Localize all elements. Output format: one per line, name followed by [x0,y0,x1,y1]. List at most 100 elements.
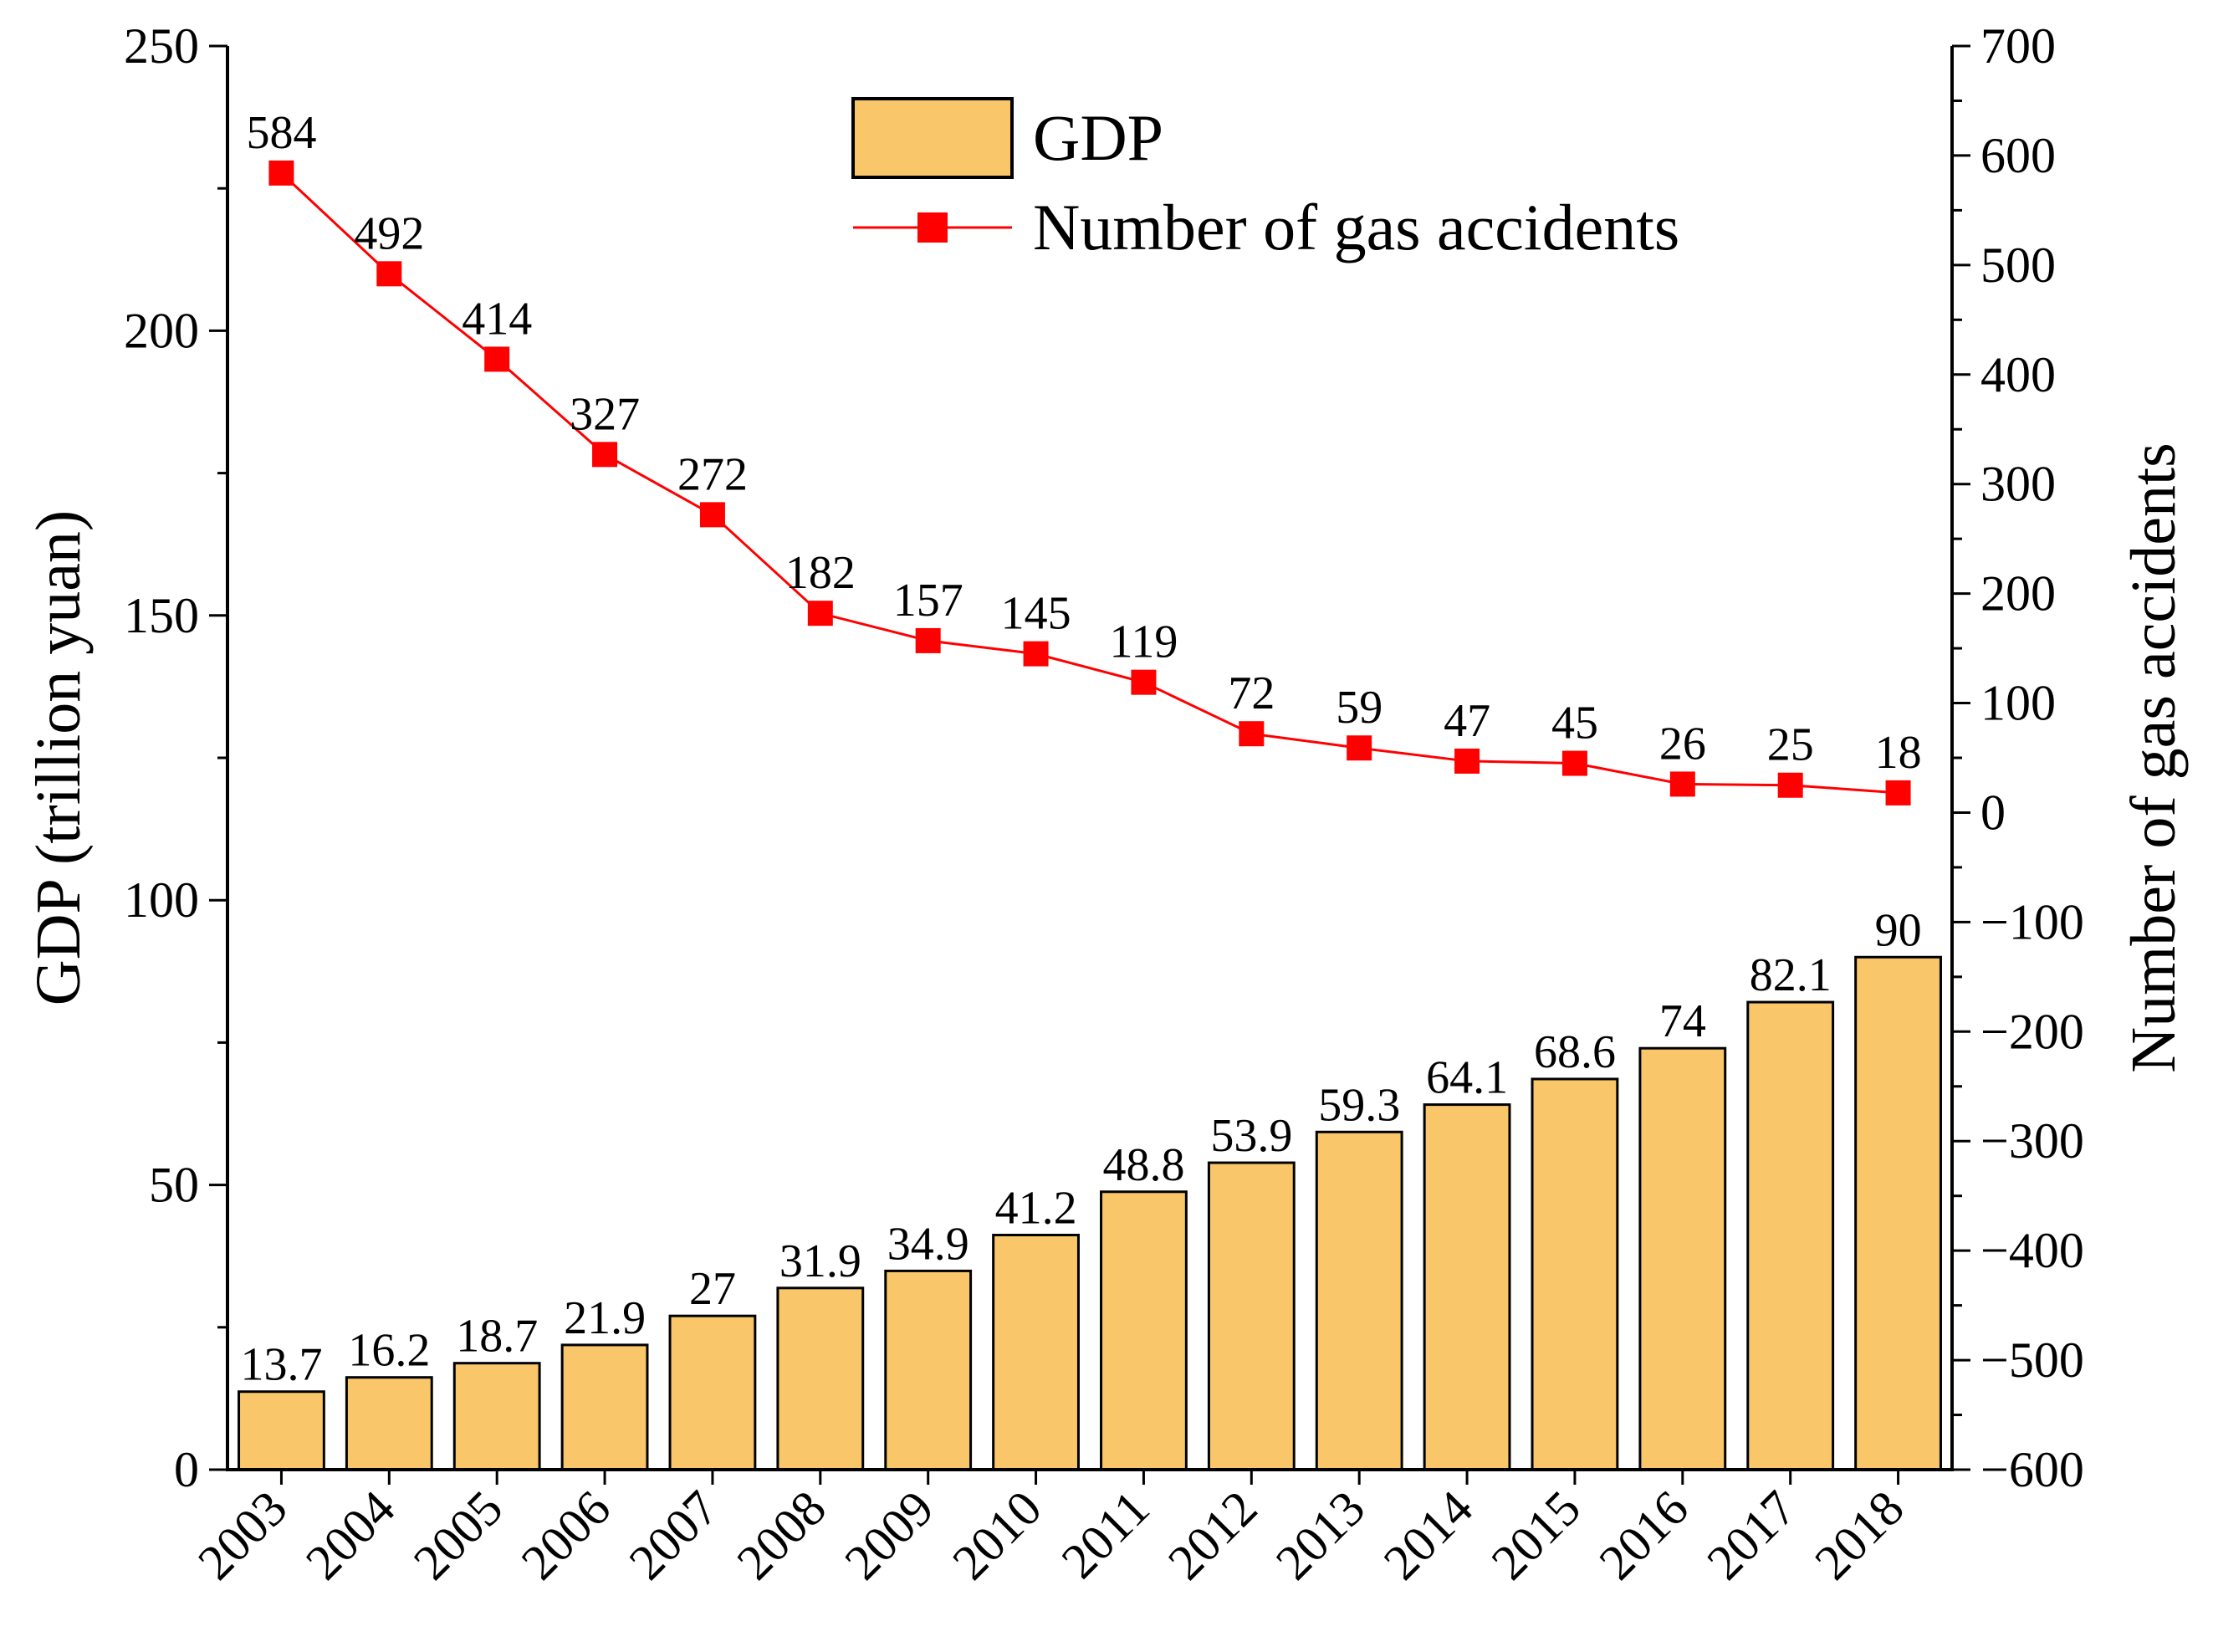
gdp-value-label-2004: 16.2 [348,1325,430,1377]
gdp-value-label-2012: 53.9 [1210,1110,1292,1162]
x-tick-label-2014: 2014 [1373,1481,1484,1591]
gdp-value-label-2010: 41.2 [995,1183,1077,1235]
right-tick-label-11: 500 [1980,238,2056,293]
gas-accidents-marker-2004 [376,261,402,287]
x-tick-label-2009: 2009 [834,1481,944,1591]
gas-accidents-value-label-2017: 25 [1767,719,1814,771]
left-tick-label-50: 50 [149,1158,199,1213]
gdp-bar-2014 [1423,1103,1511,1471]
x-tick-label-2012: 2012 [1158,1481,1268,1591]
gdp-bar-2011 [1100,1190,1188,1471]
gdp-value-label-2006: 21.9 [564,1292,646,1344]
gas-accidents-value-label-2004: 492 [354,207,424,259]
gas-accidents-marker-2005 [484,346,510,372]
gdp-value-label-2017: 82.1 [1750,949,1832,1001]
left-tick-label-200: 200 [124,303,199,358]
right-tick-label-5: −100 [1980,894,2084,949]
gas-accidents-value-label-2010: 145 [1001,588,1071,640]
gdp-value-label-2007: 27 [689,1263,736,1315]
gdp-value-label-2016: 74 [1659,995,1706,1047]
gas-accidents-value-label-2011: 119 [1109,616,1178,668]
gdp-bar-2005 [452,1362,541,1471]
y2-axis-title: Number of gas accidents [2118,442,2189,1072]
right-tick-label-9: 300 [1980,457,2056,512]
gdp-bar-2004 [345,1376,433,1471]
x-tick-label-2018: 2018 [1804,1481,1914,1591]
left-tick-label-100: 100 [124,872,199,928]
gas-accidents-value-label-2003: 584 [246,107,316,159]
x-tick-label-2008: 2008 [726,1481,836,1591]
left-tick-label-0: 0 [174,1442,199,1497]
right-tick-label-0: −600 [1980,1442,2084,1497]
gas-accidents-value-label-2007: 272 [677,448,748,500]
gas-accidents-marker-2010 [1023,641,1049,667]
gdp-bar-2012 [1207,1161,1296,1471]
x-tick-label-2016: 2016 [1588,1481,1699,1591]
gas-accidents-value-label-2018: 18 [1875,727,1922,779]
gas-accidents-marker-2015 [1561,750,1587,776]
x-tick-label-2005: 2005 [403,1481,514,1591]
gdp-bar-2013 [1315,1130,1403,1471]
gdp-value-label-2018: 90 [1875,904,1922,956]
gdp-bar-2018 [1854,955,1942,1471]
x-tick-label-2013: 2013 [1265,1481,1376,1591]
legend-accidents-label: Number of gas accidents [1033,191,1679,263]
right-tick-label-2: −400 [1980,1223,2084,1278]
legend-accidents-marker [917,212,948,243]
gas-accidents-marker-2017 [1777,772,1803,798]
right-tick-label-7: 100 [1980,676,2056,731]
gdp-bar-2016 [1638,1046,1727,1471]
x-tick-label-2006: 2006 [511,1481,621,1591]
x-tick-label-2011: 2011 [1051,1481,1160,1589]
gdp-bar-2007 [668,1314,757,1471]
right-tick-label-1: −500 [1980,1332,2084,1388]
gas-accidents-marker-2018 [1885,780,1911,806]
gas-accidents-marker-2006 [592,442,618,468]
x-tick-label-2007: 2007 [619,1481,729,1591]
gas-accidents-value-label-2006: 327 [570,388,640,440]
gas-accidents-marker-2008 [807,601,833,627]
gas-accidents-value-label-2014: 47 [1444,695,1490,747]
right-tick-label-8: 200 [1980,566,2056,621]
left-tick-label-150: 150 [124,588,199,643]
gdp-bar-2009 [884,1269,973,1471]
right-tick-label-12: 600 [1980,128,2056,183]
gdp-value-label-2013: 59.3 [1318,1079,1400,1131]
gdp-value-label-2014: 64.1 [1426,1052,1508,1104]
gdp-value-label-2009: 34.9 [887,1218,969,1270]
gdp-value-label-2003: 13.7 [240,1339,322,1391]
gas-accidents-marker-2003 [268,160,294,186]
legend-gdp-swatch [851,97,1014,179]
gas-accidents-value-label-2005: 414 [462,293,532,345]
right-tick-label-13: 700 [1980,18,2056,74]
gas-accidents-marker-2007 [699,502,725,528]
right-tick-label-4: −200 [1980,1004,2084,1059]
x-tick-label-2004: 2004 [295,1481,406,1591]
gdp-bar-2006 [560,1343,649,1471]
x-tick-label-2003: 2003 [187,1481,298,1591]
right-tick-label-6: 0 [1980,785,2006,840]
legend-gdp-label: GDP [1033,101,1163,174]
gas-accidents-value-label-2008: 182 [785,547,856,599]
gdp-bar-2008 [776,1286,865,1471]
gas-accidents-value-label-2013: 59 [1336,682,1382,734]
x-tick-label-2010: 2010 [942,1481,1052,1591]
x-tick-label-2017: 2017 [1696,1481,1807,1591]
gdp-bar-2017 [1746,1000,1835,1471]
gas-accidents-marker-2012 [1239,721,1265,747]
gdp-value-label-2005: 18.7 [456,1311,538,1363]
gas-accidents-marker-2011 [1131,669,1157,695]
gas-accidents-value-label-2015: 45 [1551,698,1598,749]
gas-accidents-marker-2013 [1347,735,1372,761]
gas-accidents-marker-2016 [1669,771,1695,797]
gdp-value-label-2015: 68.6 [1534,1026,1616,1078]
gdp-value-label-2011: 48.8 [1102,1139,1184,1191]
x-tick-label-2015: 2015 [1481,1481,1592,1591]
right-tick-label-3: −300 [1980,1113,2084,1169]
gdp-bar-2010 [992,1234,1080,1471]
gas-accidents-line [280,171,1899,795]
gdp-bar-2003 [238,1390,325,1471]
left-tick-label-250: 250 [124,18,199,74]
